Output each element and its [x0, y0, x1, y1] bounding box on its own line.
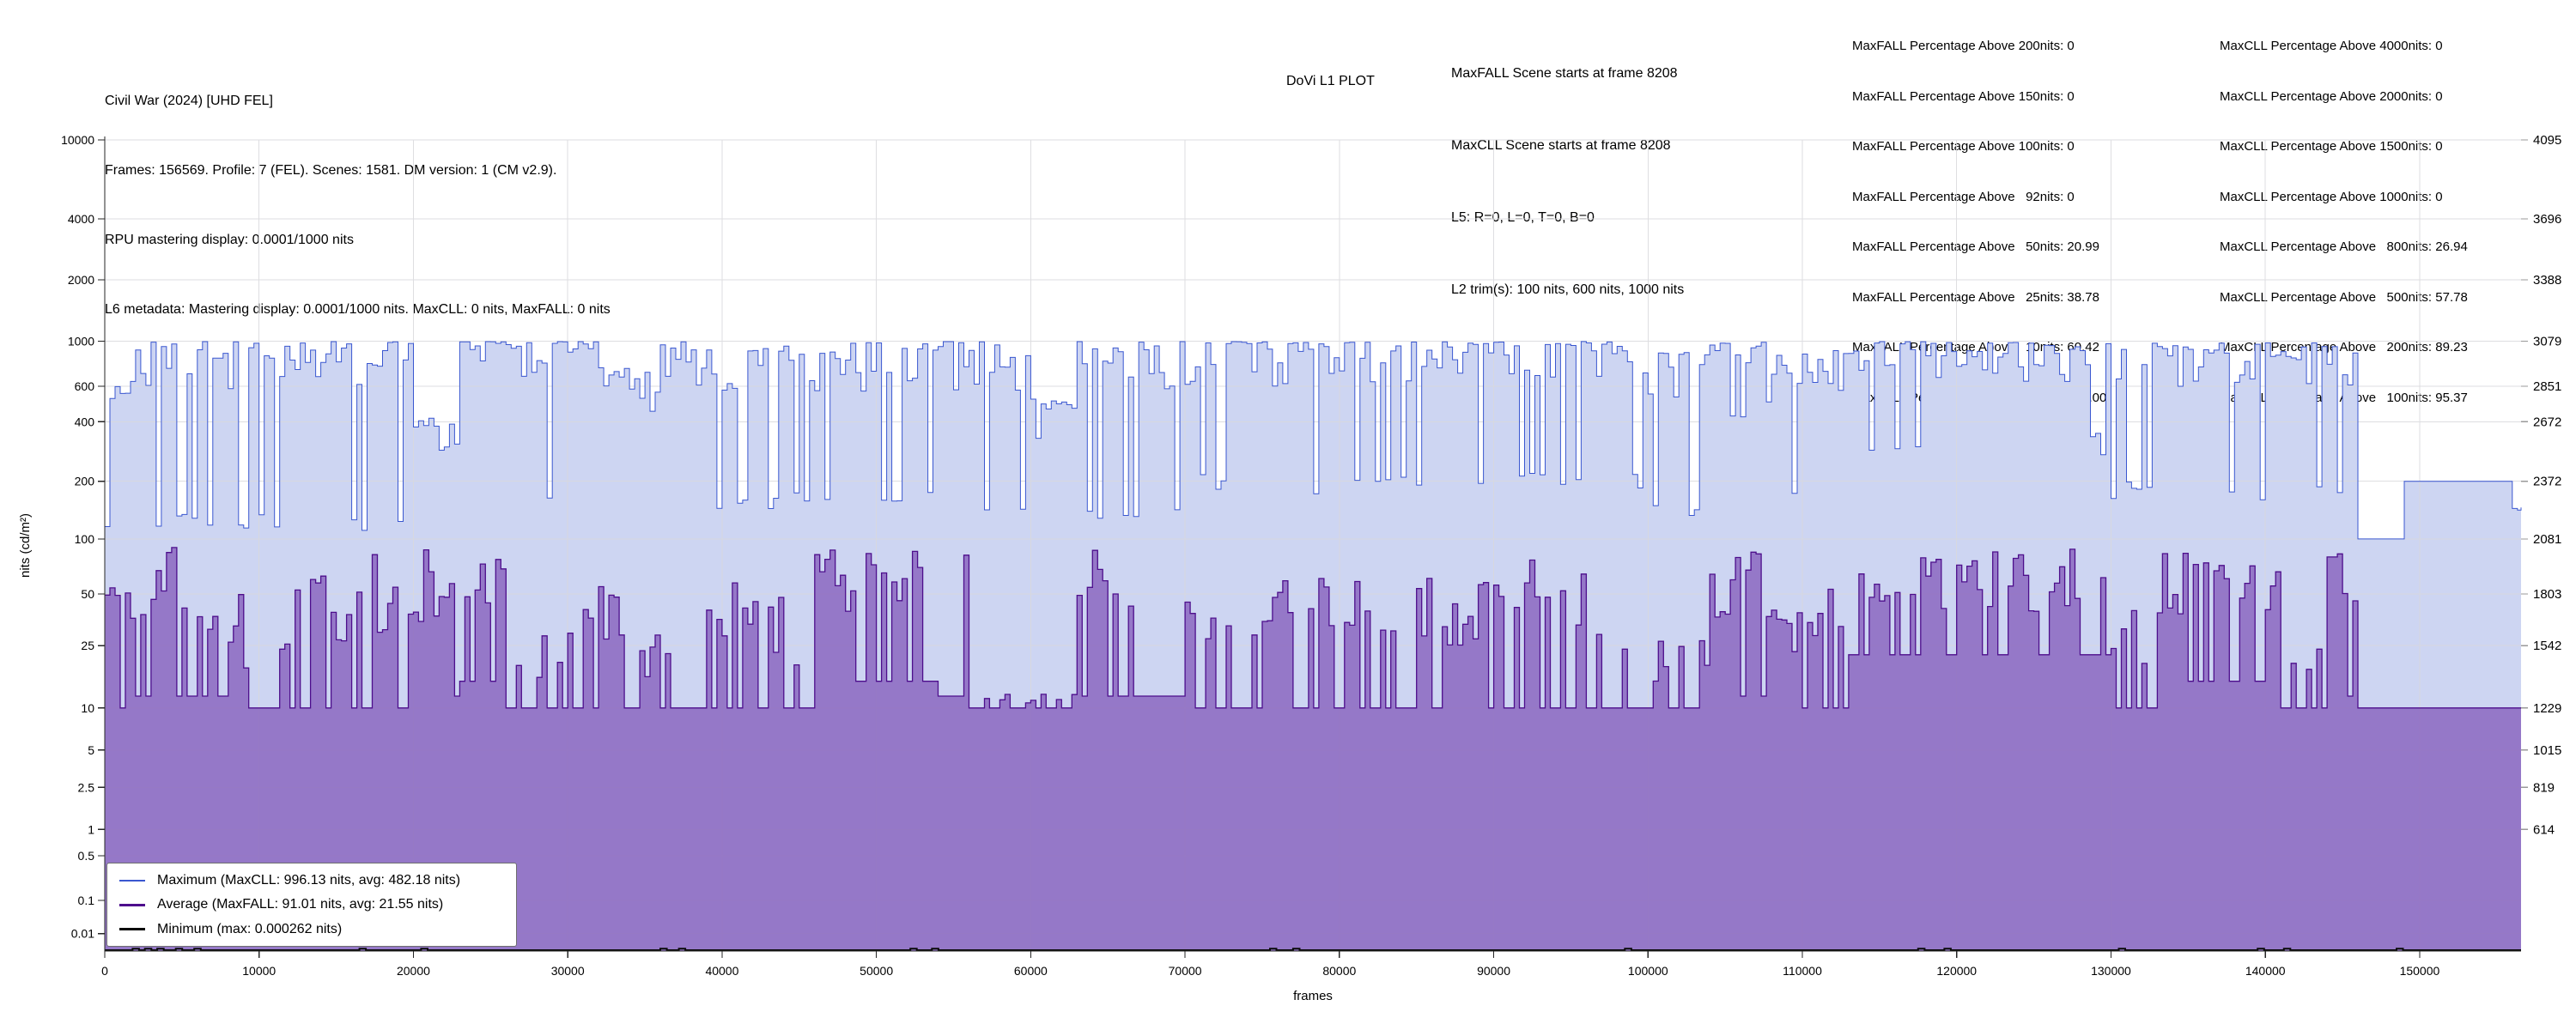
maxcll-stat-line: MaxCLL Percentage Above 4000nits: 0: [2220, 39, 2443, 53]
y-tick-label: 1000: [68, 335, 94, 348]
legend-item-average: Average (MaxFALL: 91.01 nits, avg: 21.55…: [107, 897, 516, 912]
x-tick-label: 40000: [705, 964, 738, 978]
x-axis-title: frames: [1293, 989, 1333, 1003]
series-lines: [105, 341, 2522, 951]
x-tick-label: 150000: [2400, 964, 2440, 978]
pq-code-tick-label: 2851: [2533, 379, 2561, 394]
y-tick-label: 0.1: [78, 894, 95, 907]
x-tick-label: 30000: [551, 964, 585, 978]
maxcll-stat-line: MaxCLL Percentage Above 1500nits: 0: [2220, 139, 2443, 154]
maxcll-stat-line: MaxCLL Percentage Above 1000nits: 0: [2220, 189, 2443, 204]
y-tick-label: 10000: [61, 133, 94, 147]
pq-code-tick-label: 3388: [2533, 273, 2561, 288]
maxfall-stat-line: MaxFALL Percentage Above 100nits: 0: [1852, 139, 2075, 154]
maximum-line: [105, 341, 2522, 540]
l5-offsets: L5: R=0, L=0, T=0, B=0: [1451, 210, 1595, 225]
maxfall-stats-block: MaxFALL Percentage Above 200nits: 0 MaxF…: [1852, 4, 2106, 439]
pq-code-tick-label: 819: [2533, 780, 2555, 795]
x-tick-label: 10000: [242, 964, 276, 978]
maxfall-stat-line: MaxFALL Percentage Above 200nits: 0: [1852, 39, 2075, 53]
y-tick-label: 2.5: [78, 780, 95, 794]
x-tick-label: 110000: [1783, 964, 1822, 978]
x-tick-label: 130000: [2091, 964, 2131, 978]
legend-label-maximum: Maximum (MaxCLL: 996.13 nits, avg: 482.1…: [157, 872, 461, 888]
page-title: Civil War (2024) [UHD FEL]: [105, 94, 273, 108]
rpu-mastering-line: RPU mastering display: 0.0001/1000 nits: [105, 233, 354, 247]
maxfall-scene-start: MaxFALL Scene starts at frame 8208: [1451, 66, 1678, 81]
x-tick-label: 0: [101, 964, 108, 978]
legend-swatch-maximum: [119, 879, 145, 882]
y-tick-label: 25: [81, 639, 94, 652]
y-tick-label: 0.01: [71, 927, 94, 941]
y-tick-label: 4000: [68, 212, 94, 226]
y-tick-label: 2000: [68, 273, 94, 287]
y-axis-title: nits (cd/m²): [18, 513, 33, 578]
pq-code-tick-label: 2672: [2533, 415, 2561, 429]
legend-item-minimum: Minimum (max: 0.000262 nits): [107, 922, 516, 937]
pq-code-tick-label: 3696: [2533, 212, 2561, 227]
pq-code-tick-label: 1803: [2533, 587, 2561, 602]
pq-code-tick-label: 2081: [2533, 532, 2561, 547]
maxfall-stat-line: MaxFALL Percentage Above 50nits: 20.99: [1852, 239, 2099, 254]
x-tick-label: 120000: [1936, 964, 1977, 978]
chart-legend: Maximum (MaxCLL: 996.13 nits, avg: 482.1…: [106, 863, 517, 947]
x-tick-label: 90000: [1477, 964, 1510, 978]
pq-code-tick-label: 1015: [2533, 743, 2561, 758]
y-tick-label: 10: [81, 701, 94, 715]
legend-label-average: Average (MaxFALL: 91.01 nits, avg: 21.55…: [157, 897, 444, 912]
y-tick-label: 1: [88, 822, 94, 836]
l6-metadata-line: L6 metadata: Mastering display: 0.0001/1…: [105, 302, 611, 317]
l2-trims: L2 trim(s): 100 nits, 600 nits, 1000 nit…: [1451, 282, 1685, 297]
y-tick-label: 400: [75, 415, 95, 428]
y-tick-label: 200: [75, 475, 95, 488]
scene-info-block: MaxFALL Scene starts at frame 8208 MaxCL…: [1451, 14, 1684, 350]
stream-info-line: Frames: 156569. Profile: 7 (FEL). Scenes…: [105, 163, 557, 178]
y-tick-label: 100: [75, 532, 95, 546]
y-tick-label: 5: [88, 743, 94, 757]
maxcll-stat-line: MaxCLL Percentage Above 800nits: 26.94: [2220, 239, 2468, 254]
y-tick-label: 600: [75, 379, 95, 393]
maxfall-stat-line: MaxFALL Percentage Above 92nits: 0: [1852, 189, 2075, 204]
pq-code-tick-label: 4095: [2533, 133, 2561, 148]
x-tick-label: 60000: [1014, 964, 1048, 978]
plot-type-label: DoVi L1 PLOT: [1286, 74, 1375, 88]
x-tick-label: 50000: [860, 964, 893, 978]
x-tick-label: 70000: [1169, 964, 1202, 978]
pq-code-tick-label: 1229: [2533, 701, 2561, 716]
legend-swatch-average: [119, 903, 145, 906]
pq-code-tick-label: 614: [2533, 822, 2555, 837]
legend-swatch-minimum: [119, 928, 145, 930]
x-tick-label: 100000: [1628, 964, 1668, 978]
maxfall-stat-line: MaxFALL Percentage Above 150nits: 0: [1852, 88, 2075, 104]
minimum-line: [105, 948, 2521, 951]
legend-item-maximum: Maximum (MaxCLL: 996.13 nits, avg: 482.1…: [107, 873, 516, 888]
title-block: Civil War (2024) [UHD FEL] Frames: 15656…: [105, 43, 611, 367]
legend-label-minimum: Minimum (max: 0.000262 nits): [157, 921, 343, 936]
maxcll-stat-line: MaxCLL Percentage Above 500nits: 57.78: [2220, 289, 2468, 305]
maxcll-stat-line: MaxCLL Percentage Above 2000nits: 0: [2220, 88, 2443, 104]
average-area-fill: [105, 547, 2521, 951]
pq-code-tick-label: 3079: [2533, 335, 2561, 349]
y-tick-label: 50: [81, 587, 94, 601]
x-tick-label: 20000: [397, 964, 430, 978]
pq-code-tick-label: 1542: [2533, 639, 2561, 653]
pq-code-tick-label: 2372: [2533, 475, 2561, 489]
maxcll-scene-start: MaxCLL Scene starts at frame 8208: [1451, 138, 1671, 153]
x-tick-label: 80000: [1322, 964, 1356, 978]
y-tick-label: 0.5: [78, 849, 95, 863]
maxfall-stat-line: MaxFALL Percentage Above 25nits: 38.78: [1852, 289, 2099, 305]
average-line: [105, 547, 2521, 709]
x-tick-label: 140000: [2245, 964, 2286, 978]
